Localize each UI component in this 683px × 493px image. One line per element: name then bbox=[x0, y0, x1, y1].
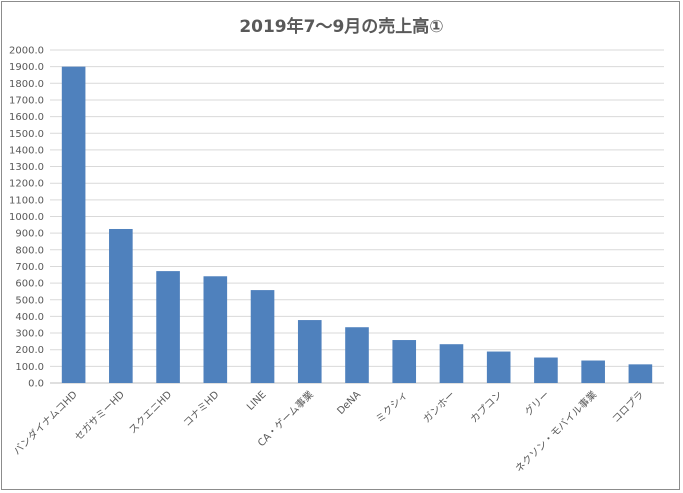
x-category-label: ミクシィ bbox=[374, 389, 411, 426]
x-category-label: LINE bbox=[245, 389, 269, 413]
bar bbox=[628, 364, 653, 383]
x-category-label: バンダイナムコHD bbox=[10, 388, 80, 458]
y-tick-label: 100.0 bbox=[15, 362, 44, 373]
x-category-label: コロプラ bbox=[610, 389, 647, 426]
x-category-label: ガンホー bbox=[421, 389, 458, 426]
y-tick-label: 400.0 bbox=[15, 312, 44, 323]
y-tick-label: 300.0 bbox=[15, 329, 44, 340]
y-tick-label: 1000.0 bbox=[9, 212, 44, 223]
x-category-label: セガサミーHD bbox=[72, 388, 127, 443]
y-tick-label: 1200.0 bbox=[9, 179, 44, 190]
y-tick-label: 700.0 bbox=[15, 262, 44, 273]
x-category-label: ネクソン・モバイル事業 bbox=[512, 388, 599, 475]
x-category-label: DeNA bbox=[335, 389, 363, 417]
y-tick-label: 500.0 bbox=[15, 295, 44, 306]
y-tick-label: 1300.0 bbox=[9, 162, 44, 173]
y-tick-label: 1800.0 bbox=[9, 79, 44, 90]
y-tick-label: 200.0 bbox=[15, 345, 44, 356]
y-tick-label: 800.0 bbox=[15, 245, 44, 256]
y-tick-label: 900.0 bbox=[15, 229, 44, 240]
y-tick-label: 1600.0 bbox=[9, 112, 44, 123]
bar bbox=[203, 276, 228, 383]
bar bbox=[250, 290, 275, 383]
x-category-label: カプコン bbox=[468, 389, 505, 426]
x-category-label: スクエニHD bbox=[127, 388, 175, 436]
bar bbox=[345, 327, 369, 383]
y-tick-label: 2000.0 bbox=[9, 46, 44, 57]
bar bbox=[439, 344, 464, 383]
bar bbox=[61, 66, 86, 384]
bar bbox=[581, 360, 605, 383]
chart-title: 2019年7〜9月の売上高① bbox=[239, 17, 444, 37]
y-tick-label: 0.0 bbox=[28, 379, 44, 390]
x-category-label: グリー bbox=[522, 388, 552, 418]
grid-lines bbox=[50, 49, 664, 384]
y-tick-label: 600.0 bbox=[15, 279, 44, 290]
y-tick-label: 1500.0 bbox=[9, 129, 44, 140]
bar bbox=[297, 320, 322, 383]
y-tick-label: 1400.0 bbox=[9, 145, 44, 156]
y-tick-label: 1700.0 bbox=[9, 95, 44, 106]
bar bbox=[392, 340, 417, 383]
y-tick-label: 1900.0 bbox=[9, 62, 44, 73]
bar bbox=[534, 357, 558, 383]
bar bbox=[156, 271, 180, 383]
bar bbox=[486, 351, 511, 383]
bars bbox=[61, 66, 653, 384]
y-axis-ticks: 0.0 100.0 200.0 300.0 400.0 500.0 600.0 700.0 80… bbox=[9, 46, 44, 390]
x-category-label: コナミHD bbox=[181, 388, 222, 429]
y-tick-label: 1100.0 bbox=[9, 195, 44, 206]
bar bbox=[109, 228, 133, 383]
